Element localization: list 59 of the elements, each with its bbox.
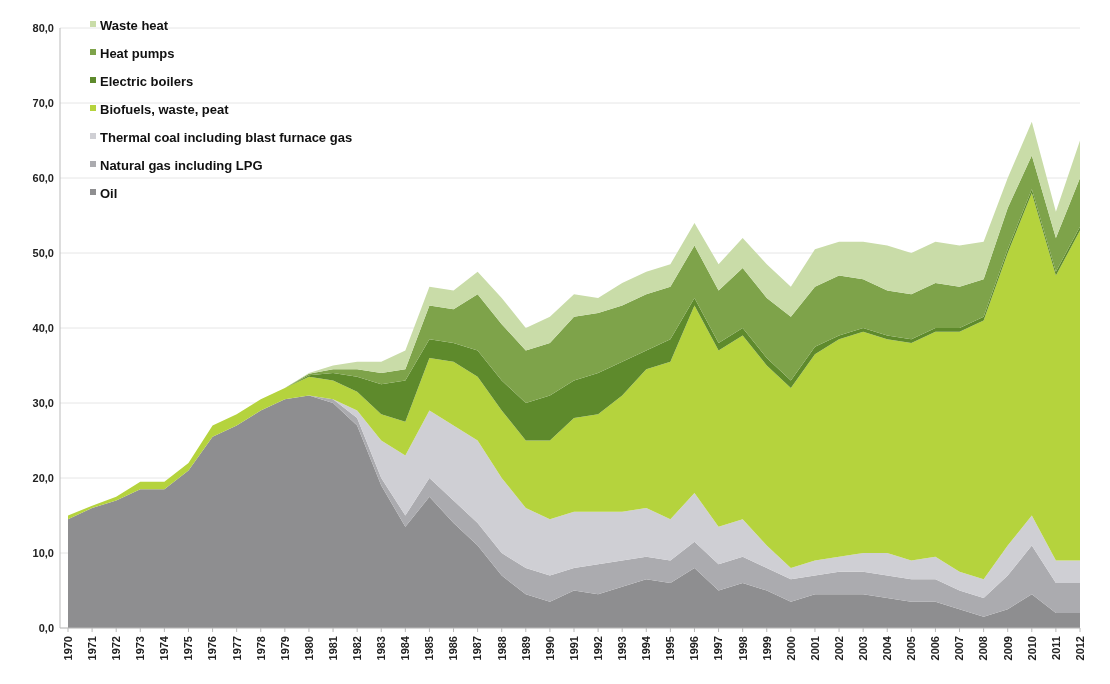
legend-label: Biofuels, waste, peat [100, 101, 230, 117]
x-tick-label: 1991 [567, 636, 580, 661]
x-tick-label: 2008 [977, 636, 990, 661]
y-tick-label: 80,0 [32, 21, 54, 34]
x-tick-label: 1988 [495, 636, 508, 661]
x-tick-label: 1977 [230, 636, 243, 661]
legend-label: Waste heat [100, 17, 169, 33]
x-tick-label: 2006 [929, 636, 942, 661]
x-tick-label: 1975 [182, 636, 195, 661]
x-tick-label: 2001 [808, 636, 821, 661]
x-tick-label: 2011 [1049, 636, 1062, 660]
x-tick-label: 1984 [399, 635, 412, 661]
y-tick-label: 10,0 [32, 546, 54, 559]
x-tick-label: 1982 [350, 636, 363, 661]
x-tick-label: 1996 [688, 636, 701, 661]
x-tick-label: 1990 [543, 636, 556, 661]
y-tick-label: 20,0 [32, 471, 54, 484]
x-tick-label: 2002 [832, 636, 845, 661]
x-tick-label: 1970 [61, 636, 74, 661]
legend-label: Natural gas including LPG [100, 157, 263, 173]
x-tick-label: 2007 [953, 636, 966, 661]
y-tick-label: 30,0 [32, 396, 54, 409]
legend-label: Thermal coal including blast furnace gas [100, 129, 353, 145]
x-tick-label: 1974 [158, 635, 171, 661]
x-tick-label: 1989 [519, 636, 532, 661]
x-tick-label: 2000 [784, 636, 797, 661]
x-tick-label: 1997 [712, 636, 725, 661]
x-tick-label: 2004 [881, 635, 894, 661]
x-tick-label: 1979 [278, 636, 291, 661]
legend-label: Electric boilers [100, 73, 194, 89]
legend-label: Heat pumps [100, 45, 175, 61]
x-tick-label: 1995 [664, 636, 677, 661]
x-tick-label: 1994 [640, 635, 653, 661]
x-tick-label: 1985 [423, 636, 436, 661]
y-tick-label: 0,0 [38, 621, 54, 634]
x-tick-label: 2009 [1001, 636, 1014, 661]
y-tick-label: 70,0 [32, 96, 54, 109]
x-tick-label: 1980 [302, 636, 315, 661]
legend-label: Oil [100, 185, 118, 201]
y-tick-label: 40,0 [32, 321, 54, 334]
x-tick-label: 1986 [447, 636, 460, 661]
x-tick-label: 1983 [375, 636, 388, 661]
x-tick-label: 1992 [591, 636, 604, 661]
x-tick-label: 2012 [1073, 636, 1086, 661]
x-tick-label: 1973 [134, 636, 147, 661]
x-tick-label: 1972 [110, 636, 123, 661]
x-tick-label: 2005 [905, 636, 918, 661]
x-tick-label: 1999 [760, 636, 773, 661]
y-tick-label: 50,0 [32, 246, 54, 259]
x-tick-label: 1981 [326, 636, 339, 661]
x-tick-label: 1993 [616, 636, 629, 661]
x-tick-label: 1978 [254, 636, 267, 661]
x-tick-label: 1987 [471, 636, 484, 661]
x-tick-label: 1976 [206, 636, 219, 661]
x-tick-label: 1971 [85, 636, 98, 661]
x-tick-label: 1998 [736, 636, 749, 661]
y-tick-label: 60,0 [32, 171, 54, 184]
x-tick-label: 2003 [856, 636, 869, 661]
x-tick-label: 2010 [1025, 636, 1038, 661]
